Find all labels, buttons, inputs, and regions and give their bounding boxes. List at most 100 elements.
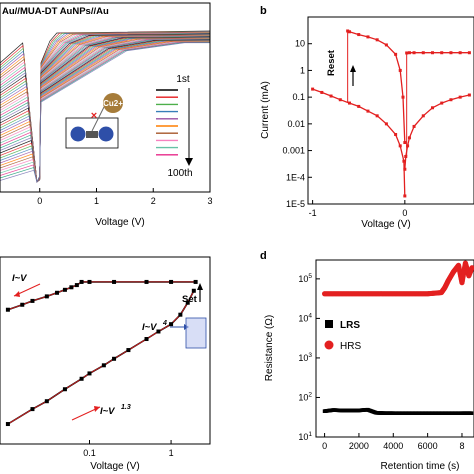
panel-d-lrs-point [469, 411, 474, 415]
panel-b-point [366, 35, 370, 39]
panel-a-sweep-curve [0, 37, 211, 184]
copper-ion [103, 93, 123, 113]
panel-c-fit-line [7, 290, 195, 425]
set-region-box [185, 317, 207, 349]
panel-d-x-tick-label: 6000 [418, 441, 438, 451]
panel-a-sweep-curve [0, 42, 210, 184]
panel-b-point [338, 98, 342, 102]
panel-c-point [185, 300, 190, 305]
panel-a-x-label: Voltage (V) [95, 217, 144, 228]
panel-d-series [321, 260, 474, 415]
panel-a-sweep-curve [0, 39, 211, 184]
panel-c-point [5, 307, 10, 312]
panel-b-point [394, 132, 398, 136]
panel-b-point [407, 51, 411, 55]
panel-b-point [467, 51, 471, 55]
panel-b-point [449, 51, 453, 55]
panel-a-frame [0, 2, 211, 193]
panel-d-y-tick-label: 101 [298, 431, 312, 442]
panel-b-label: b [260, 5, 267, 17]
panel-a-x-tick-label: 3 [207, 196, 212, 206]
panel-b-frame [307, 16, 474, 205]
legend-hrs-marker [324, 340, 334, 350]
panel-d-x-tick-label: 2000 [349, 441, 369, 451]
panel-c-point [44, 399, 49, 404]
iv-power4-label: I~V [142, 322, 157, 333]
reset-label: Reset [326, 49, 337, 76]
panel-a: Au//MUA-DT AuNPs//Au 0 1 2 3 Voltage (V) 1s… [0, 2, 213, 228]
panel-c-point [20, 302, 25, 307]
panel-d-y-tick-label: 102 [298, 391, 312, 402]
panel-b-point [403, 141, 407, 145]
panel-d-y-label: Resistance (Ω) [264, 315, 275, 381]
panel-b-x-ticks: -101 [309, 200, 407, 218]
panel-d: d 105 104 103 102 101 0 2000 4000 6000 8 Resista… [260, 250, 474, 472]
panel-c-point [169, 279, 174, 284]
iv-linear-label: I~V [12, 273, 27, 284]
nanoparticle-right [98, 126, 114, 142]
panel-c-point [156, 329, 161, 334]
panel-c-point [62, 387, 67, 392]
panel-b-y-tick-label: 1E-4 [286, 172, 305, 182]
panel-c-point [126, 348, 131, 353]
panel-d-label: d [260, 250, 267, 262]
set-label: Set [182, 294, 198, 305]
panel-b-point [357, 33, 361, 37]
legend-arrow-head [185, 158, 193, 166]
panel-a-sweep-curve [0, 40, 211, 184]
panel-d-x-label: Retention time (s) [381, 461, 460, 472]
panel-c-x-tick-label: 1 [169, 448, 174, 458]
panel-b-series-line [347, 30, 406, 143]
panel-b-point [366, 109, 370, 113]
panel-b-point [375, 114, 379, 118]
panel-c-point [62, 287, 67, 292]
panel-b-y-tick-label: 0.001 [282, 146, 305, 156]
panel-b-point [348, 30, 351, 34]
panel-a-x-tick-label: 1 [94, 196, 99, 206]
panel-b-y-label: Current (mA) [260, 81, 271, 139]
panel-c-point [101, 363, 106, 368]
panel-c-point [44, 294, 49, 299]
panel-d-y-ticks: 105 104 103 102 101 [298, 273, 320, 442]
panel-b-x-tick-label: 0 [402, 208, 407, 218]
panel-b-point [348, 101, 351, 105]
panel-b-x-tick-label: -1 [309, 208, 317, 218]
panel-c: 0.1 1 Voltage (V) I~V I~V 4 Set I~V 1.3 [0, 256, 211, 472]
panel-b-point [449, 98, 453, 102]
panel-c-point [112, 279, 117, 284]
panel-b-point [398, 68, 402, 72]
legend-hrs-label: HRS [340, 341, 361, 352]
panel-d-hrs-point [469, 265, 474, 271]
panel-c-point [178, 312, 183, 317]
panel-c-point [79, 376, 84, 381]
panel-b-point [431, 51, 434, 55]
panel-a-title: Au//MUA-DT AuNPs//Au [2, 6, 109, 17]
panel-a-x-tick-label: 2 [151, 196, 156, 206]
panel-b-point [357, 104, 361, 108]
panel-c-x-ticks: 0.1 1 [83, 440, 174, 458]
panel-b-point [375, 38, 379, 42]
panel-b-point [402, 159, 406, 163]
panel-c-point [5, 422, 10, 427]
panel-a-x-ticks: 0 1 2 3 [37, 188, 213, 206]
panel-b-point [421, 114, 425, 118]
panel-b-point [398, 144, 402, 148]
panel-c-x-tick-label: 0.1 [83, 448, 96, 458]
panel-d-x-ticks: 0 2000 4000 6000 8 [322, 433, 464, 451]
panel-c-series-line [7, 290, 195, 425]
panel-b-series-line [404, 94, 470, 170]
panel-c-point [112, 356, 117, 361]
panel-c-point [74, 283, 79, 288]
panel-a-x-tick-label: 0 [37, 196, 42, 206]
panel-c-point [144, 279, 149, 284]
panel-b-point [412, 51, 416, 55]
panel-c-point [87, 371, 92, 376]
panel-b-point [384, 43, 388, 47]
panel-c-point [69, 285, 74, 290]
panel-b-point [403, 194, 407, 198]
iv-power4-exponent: 4 [162, 320, 167, 327]
legend-last: 100th [167, 168, 192, 179]
panel-b-point [412, 124, 416, 128]
linker-bond [91, 106, 105, 132]
